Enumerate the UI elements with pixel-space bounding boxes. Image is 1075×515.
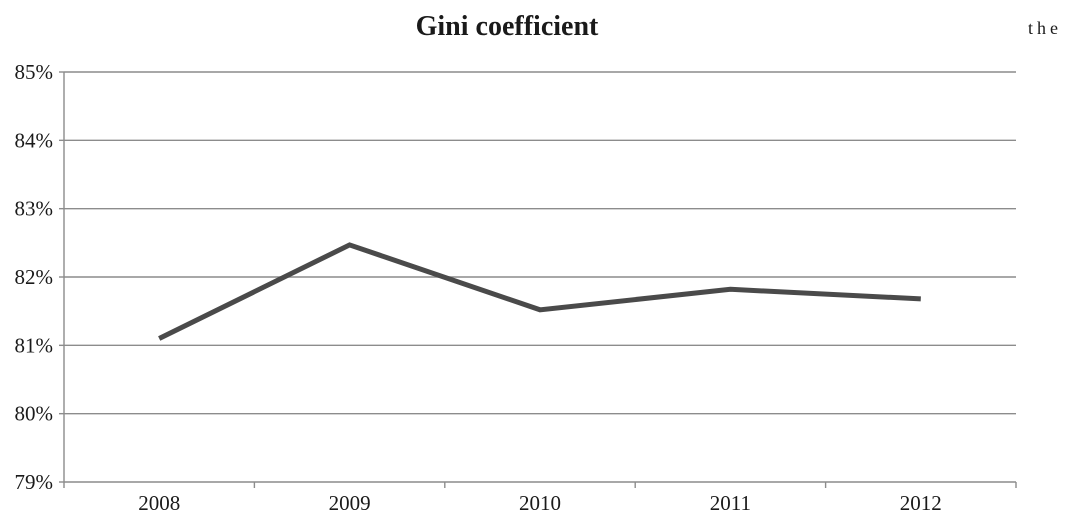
- chart-title: Gini coefficient: [416, 11, 599, 42]
- y-tick-label: 82%: [15, 265, 54, 289]
- y-tick-label: 79%: [15, 470, 54, 494]
- series-layer: [158, 242, 921, 341]
- x-tick-label: 2010: [519, 491, 561, 515]
- tick-labels: 85% 84% 83% 82% 81% 80% 79% 2008 2009 2010 2011 201…: [15, 60, 942, 515]
- x-tick-label: 2012: [900, 491, 942, 515]
- y-tick-label: 80%: [15, 402, 54, 426]
- x-tick-label: 2011: [710, 491, 751, 515]
- y-tick-label: 83%: [15, 197, 54, 221]
- y-tick-label: 84%: [15, 128, 54, 152]
- y-tick-label: 85%: [15, 60, 54, 84]
- margin-text: the: [1028, 18, 1062, 38]
- x-tick-label: 2008: [138, 491, 180, 515]
- series-line: [158, 242, 921, 341]
- gridlines: [64, 71, 1016, 415]
- axes: [59, 71, 1017, 488]
- y-tick-label: 81%: [15, 333, 54, 357]
- x-tick-label: 2009: [329, 491, 371, 515]
